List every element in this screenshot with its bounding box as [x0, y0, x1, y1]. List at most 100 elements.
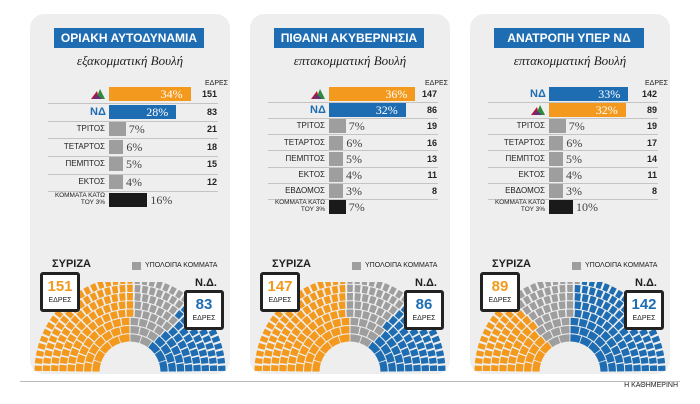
seat-count: 89	[646, 105, 657, 116]
seat-block	[59, 356, 69, 364]
row-divider	[268, 198, 438, 200]
left-seat-callout: 151 ΕΔΡΕΣ	[40, 272, 80, 312]
seat-block	[421, 364, 429, 372]
seat-count: 147	[421, 89, 437, 99]
seat-block	[475, 350, 485, 357]
seat-block	[347, 282, 353, 284]
right-seat-callout: 86 ΕΔΡΕΣ	[404, 290, 444, 330]
seat-block	[394, 299, 404, 309]
seat-block	[118, 334, 130, 343]
seat-block	[560, 326, 570, 335]
seat-block	[543, 295, 552, 305]
bar	[549, 184, 563, 199]
seat-block	[494, 341, 504, 350]
syriza-logo-icon	[311, 89, 325, 99]
seat-block	[108, 336, 121, 348]
seat-count: 12	[206, 177, 217, 187]
bar	[329, 119, 346, 134]
seat-block	[507, 333, 517, 343]
seat-block	[89, 301, 98, 311]
seat-block	[61, 348, 71, 357]
seat-block	[413, 334, 423, 343]
seat-block	[574, 282, 580, 285]
seat-block	[354, 282, 360, 285]
seat-block	[368, 304, 378, 314]
bar-label: ΠΕΜΠΤΟΣ	[285, 153, 325, 163]
seat-block	[255, 350, 265, 357]
seat-block	[340, 282, 346, 285]
seat-block	[535, 307, 545, 317]
seat-block	[529, 292, 538, 302]
right-seat-callout: 83 ΕΔΡΕΣ	[184, 290, 224, 330]
seat-block	[174, 321, 184, 331]
seat-block	[130, 326, 140, 335]
others-legend-swatch	[352, 262, 361, 270]
bar-row: ΤΕΤΑΡΤΟΣ 6% 17	[470, 135, 670, 150]
seat-block	[532, 360, 541, 372]
bar-label: ΚΟΜΜΑΤΑ ΚΑΤΩ ΤΟΥ 3%	[494, 199, 545, 214]
bar	[109, 122, 126, 137]
seat-block	[141, 282, 148, 286]
seat-block	[264, 349, 273, 357]
seat-count: 21	[206, 124, 217, 135]
seat-block	[332, 282, 339, 286]
panel-subtitle: επτακομματική Βουλή	[513, 53, 627, 68]
seat-block	[55, 321, 65, 331]
seat-block	[648, 357, 657, 364]
seat-block	[109, 310, 119, 320]
seat-block	[614, 321, 624, 331]
seat-block	[323, 321, 334, 332]
seat-block	[534, 350, 546, 363]
seat-block	[153, 325, 165, 336]
seat-block	[60, 315, 70, 325]
seat-block	[366, 321, 377, 332]
bar-value-label: 34%	[160, 87, 183, 101]
seat-count: 8	[431, 186, 437, 197]
seat-block	[168, 315, 178, 326]
seat-block	[639, 328, 649, 337]
bar-label: ΤΕΤΑΡΤΟΣ	[503, 137, 545, 147]
seat-block	[388, 286, 397, 296]
seat-block	[588, 341, 601, 354]
bar-value-label: 7%	[348, 200, 365, 215]
seat-block	[614, 310, 624, 320]
seat-block	[309, 292, 318, 302]
seat-block	[499, 356, 509, 364]
seat-block	[154, 336, 166, 348]
seat-block	[586, 321, 597, 332]
seat-block	[358, 318, 368, 328]
seat-block	[486, 342, 495, 350]
seat-block	[594, 350, 606, 363]
seat-hemicycle	[254, 282, 446, 372]
seat-block	[211, 335, 221, 344]
seat-block	[130, 334, 142, 343]
seat-block	[507, 364, 516, 372]
seat-block	[560, 282, 566, 285]
bar-row: ΚΟΜΜΑΤΑ ΚΑΤΩ ΤΟΥ 3% 16%	[30, 192, 230, 207]
row-divider	[48, 191, 218, 193]
seat-block	[180, 347, 190, 357]
seat-block	[434, 342, 443, 350]
seat-block	[359, 336, 372, 348]
seat-block	[299, 345, 310, 356]
seat-block	[515, 363, 524, 372]
others-legend-label: ΥΠΟΛΟΙΠΑ ΚΟΜΜΑΤΑ	[145, 262, 218, 269]
seat-block	[323, 295, 332, 305]
seat-block	[173, 333, 184, 343]
seat-block	[595, 298, 604, 308]
seat-block	[217, 357, 226, 364]
seat-block	[214, 342, 223, 350]
seat-block	[338, 309, 346, 318]
seat-block	[312, 360, 321, 372]
seat-block	[262, 328, 272, 337]
seat-block	[304, 362, 313, 372]
bar-value-label: 6%	[346, 135, 363, 150]
left-seat-count: 147	[267, 278, 293, 295]
seat-block	[296, 321, 306, 331]
seat-block	[388, 295, 398, 305]
seat-block	[394, 310, 404, 320]
row-divider	[268, 117, 438, 119]
seat-block	[319, 341, 332, 354]
seat-block	[368, 341, 381, 354]
bar	[329, 200, 346, 215]
